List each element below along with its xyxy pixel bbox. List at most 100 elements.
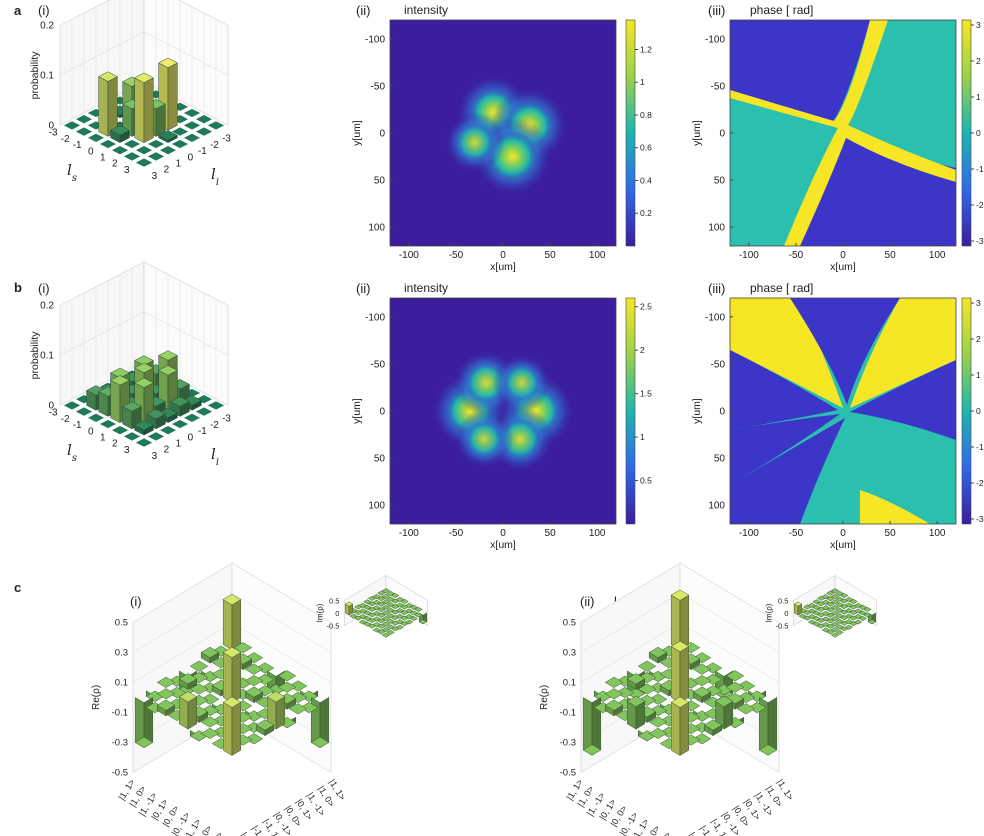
z-tick-label: 0.3 <box>115 647 128 658</box>
z-tick-label: -0.3 <box>112 737 128 748</box>
bar-face-top <box>368 618 377 623</box>
bar-face-top <box>736 703 756 715</box>
bar-face-top <box>255 719 275 731</box>
x-tick-label: -100 <box>739 250 759 261</box>
rho-bar <box>817 606 826 612</box>
rho-bar <box>372 599 381 605</box>
prob-bar <box>121 150 143 162</box>
rho-bar <box>648 727 668 739</box>
bar-face-top <box>703 685 723 697</box>
rho-bar <box>386 624 395 630</box>
bar-face-top <box>817 618 826 623</box>
bar3d-a-i: 00.10.2probability-3-2-10123-3-2-10123ls… <box>29 0 231 188</box>
rho-bar <box>840 609 849 615</box>
rho-bar <box>626 695 646 730</box>
bar-face-top <box>189 683 209 695</box>
rho-bar <box>244 686 264 704</box>
bar-face-top <box>156 688 176 700</box>
bar-face-top <box>840 615 849 621</box>
bar-face-top <box>381 610 391 616</box>
bar-face-top <box>349 613 358 619</box>
bar-face-top <box>391 598 400 604</box>
colorbar-tick-label: 2 <box>976 56 981 66</box>
bar-face-front <box>110 379 121 424</box>
y-axis-label: y[um] <box>691 120 703 146</box>
z-tick-label: 0 <box>48 400 54 411</box>
bar-face-top <box>821 610 830 616</box>
bar-face-top <box>853 602 863 608</box>
rho-bar <box>826 607 835 613</box>
sublabel-b-i: (i) <box>38 281 50 296</box>
bar-face-top <box>812 616 821 621</box>
rho-bar <box>354 604 363 610</box>
ls-tick-label: -3 <box>49 408 58 419</box>
z-axis-label: Im(ρ) <box>315 603 324 622</box>
rho-bar <box>821 627 830 633</box>
prob-bar <box>122 401 142 430</box>
y-tick-label: -50 <box>371 81 386 92</box>
bar-face-top <box>110 375 130 386</box>
bar-face-top <box>133 157 155 169</box>
sublabel-b-iii: (iii) <box>708 281 725 296</box>
bar-face-top <box>821 627 830 633</box>
rho-bar <box>798 613 807 619</box>
y-tick-label: 50 <box>714 454 726 465</box>
bar-face-top <box>363 610 372 616</box>
z-tick-label: -0.5 <box>112 767 128 778</box>
rho-bar <box>178 673 198 690</box>
colorbar-tick-label: 1.2 <box>640 44 652 54</box>
x-axis-label: x[um] <box>490 539 516 551</box>
rho-bar <box>381 627 391 633</box>
z-tick-label: 0.1 <box>563 677 576 688</box>
bar-face-top <box>409 616 418 621</box>
bar-face-top <box>145 150 167 162</box>
rho-bar <box>736 703 756 715</box>
colorbar-tick-label: 0.2 <box>640 208 652 218</box>
rho-bar <box>821 594 830 600</box>
bar-face-top <box>363 604 372 610</box>
li-tick-label: 3 <box>152 171 158 182</box>
bar-face-top <box>414 612 423 618</box>
rho-bar <box>178 691 198 730</box>
rho-bar <box>615 687 635 699</box>
rho-bar <box>377 618 386 624</box>
rho-bar <box>200 716 220 728</box>
prob-bar <box>181 412 203 424</box>
z-tick-label: 0.2 <box>40 300 54 311</box>
rho-bar <box>414 606 423 612</box>
bar-face-top <box>266 691 286 703</box>
bar-face-top <box>817 612 826 618</box>
bar-face-top <box>391 604 400 610</box>
bar-face-top <box>826 607 835 613</box>
colorbar-tick-label: 0.6 <box>640 143 652 153</box>
bar-face-top <box>73 126 95 138</box>
rho-bar <box>156 699 176 717</box>
rho-bar <box>826 623 835 629</box>
li-tick-label: 0 <box>188 432 194 443</box>
bar-face-top <box>692 733 712 745</box>
prob-bar <box>181 119 203 131</box>
bar3d-c-i: 0.50.30.1-0.1-0.3-0.5Re(ρ)|1, 1>|1, 0>|1… <box>91 562 348 836</box>
bar-face-top <box>156 676 176 688</box>
bar-face-top <box>400 599 409 604</box>
rho-bar <box>404 602 414 608</box>
colorbar-b-iii <box>961 297 972 525</box>
bar-face-top <box>604 676 624 688</box>
rho-bar <box>381 599 391 605</box>
title-a-iii: phase [ rad] <box>750 3 813 17</box>
prob-bar <box>134 72 154 144</box>
bar-face-top <box>830 610 840 616</box>
bar-face-side <box>679 701 690 756</box>
bar-face-top <box>368 601 377 607</box>
bar-face-top <box>222 646 242 658</box>
prob-bar <box>146 408 166 430</box>
bar-face-front <box>134 77 145 144</box>
colorbar-tick-label: 0 <box>976 128 981 138</box>
colorbar-tick-label: -3 <box>976 236 984 246</box>
bar-face-top <box>145 430 167 442</box>
bar-face-top <box>858 616 867 621</box>
rho-bar <box>858 604 867 610</box>
bar-face-top <box>807 602 817 608</box>
bar-face-top <box>134 736 154 748</box>
rho-bar <box>817 623 826 629</box>
